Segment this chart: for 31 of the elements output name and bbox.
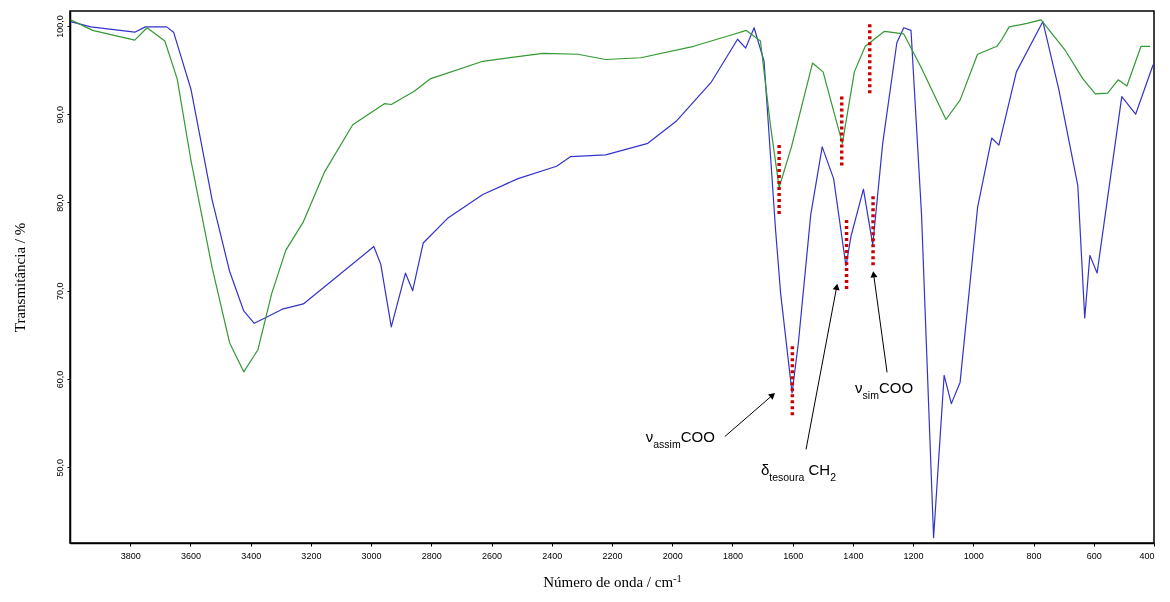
x-tick-label: 2800	[421, 550, 442, 561]
y-tick-label: 50,0	[54, 458, 65, 477]
y-tick-label: 90,0	[54, 105, 65, 124]
x-tick-label: 400	[1139, 550, 1155, 561]
x-tick-label: 1600	[783, 550, 804, 561]
x-tick-label: 1200	[903, 550, 924, 561]
x-tick-label: 600	[1086, 550, 1102, 561]
annotation: δ$_{tesoura}$ CH$_{2}$	[760, 460, 837, 483]
y-tick-label: 100,0	[54, 15, 65, 38]
x-tick-label: 800	[1026, 550, 1042, 561]
x-axis-title: Número de onda / cm$^{-1}$	[543, 572, 682, 590]
y-tick-label: 60,0	[54, 370, 65, 389]
y-tick-label: 70,0	[54, 282, 65, 300]
x-tick-label: 2400	[542, 550, 563, 561]
x-tick-label: 3600	[180, 550, 201, 561]
x-tick-label: 2600	[482, 550, 503, 561]
x-tick-label: 3200	[301, 550, 322, 561]
x-tick-label: 1400	[843, 550, 864, 561]
x-tick-label: 1000	[963, 550, 984, 561]
y-axis-title: Transmitância / %	[11, 222, 28, 333]
annotation: ν$_{assim}$COO	[645, 427, 715, 450]
line-series	[70, 20, 1154, 539]
y-tick-label: 80,0	[54, 194, 65, 212]
x-tick-label: 3400	[241, 550, 262, 561]
x-tick-label: 2200	[602, 550, 623, 561]
x-tick-label: 3800	[120, 550, 141, 561]
x-tick-label: 3000	[361, 550, 382, 561]
x-tick-label: 1800	[722, 550, 743, 561]
line-series	[70, 19, 1151, 373]
annotation: ν$_{sim}$COO	[855, 379, 914, 402]
x-tick-label: 2000	[662, 550, 683, 561]
